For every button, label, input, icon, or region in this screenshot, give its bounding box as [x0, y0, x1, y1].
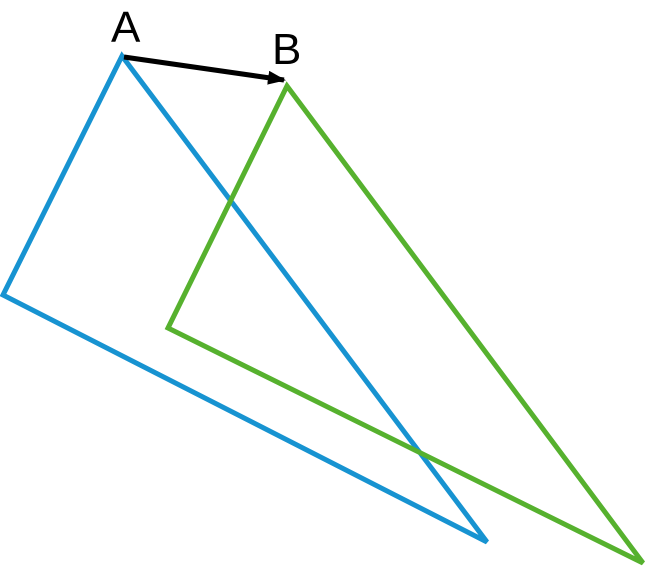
label-point-b: B — [272, 25, 301, 74]
label-point-a: A — [111, 3, 141, 52]
triangle-translated — [164, 81, 646, 566]
triangle-original — [0, 51, 489, 545]
translation-vector-arrow — [123, 54, 286, 85]
